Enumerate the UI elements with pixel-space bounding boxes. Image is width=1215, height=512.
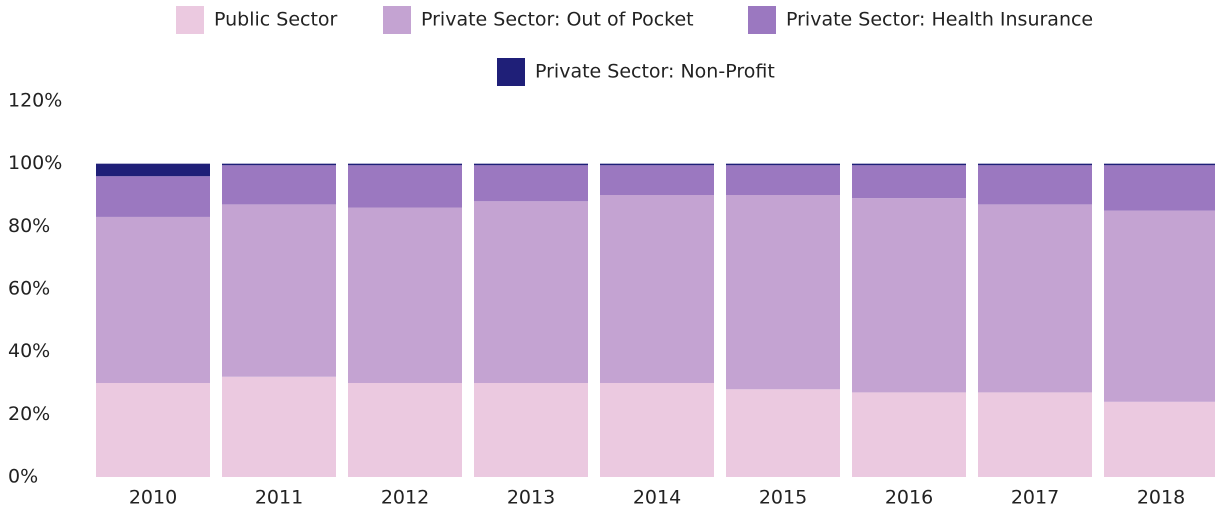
y-tick-label: 60% [8, 278, 50, 300]
bar-segment [600, 163, 714, 166]
bar-segment [222, 376, 336, 477]
bar-segment [222, 165, 336, 205]
bar-segment [222, 163, 336, 166]
x-tick-label: 2018 [1137, 487, 1185, 509]
bar-segment [96, 383, 210, 477]
x-tick-label: 2017 [1011, 487, 1059, 509]
bar-segment [1104, 210, 1215, 402]
bar-segment [726, 165, 840, 195]
bar-segment [852, 165, 966, 199]
bar-segment [1104, 401, 1215, 477]
legend-swatch [748, 6, 776, 34]
bar-segment [726, 389, 840, 477]
bar-segment [348, 383, 462, 477]
bar-segment [348, 165, 462, 208]
bar-segment [222, 204, 336, 377]
x-tick-label: 2016 [885, 487, 933, 509]
bar-segment [96, 163, 210, 177]
x-tick-label: 2015 [759, 487, 807, 509]
legend-label: Private Sector: Out of Pocket [421, 9, 694, 31]
x-tick-label: 2014 [633, 487, 681, 509]
y-tick-label: 40% [8, 340, 50, 362]
bar-segment [96, 216, 210, 383]
y-tick-label: 80% [8, 215, 50, 237]
y-tick-label: 0% [8, 466, 38, 488]
y-tick-label: 100% [8, 152, 62, 174]
bar-segment [852, 198, 966, 393]
x-tick-label: 2010 [129, 487, 177, 509]
bar-segment [1104, 163, 1215, 166]
bar-segment [978, 165, 1092, 205]
bar-segment [474, 201, 588, 383]
bar-segment [600, 165, 714, 195]
bar-segment [474, 163, 588, 166]
bar-segment [978, 163, 1092, 166]
bar-segment [474, 383, 588, 477]
y-tick-label: 120% [8, 90, 62, 112]
bar-segment [978, 392, 1092, 477]
legend-swatch [176, 6, 204, 34]
legend-label: Private Sector: Health Insurance [786, 9, 1093, 31]
legend-swatch [383, 6, 411, 34]
bar-segment [96, 176, 210, 217]
bar-segment [600, 195, 714, 383]
bar-segment [1104, 165, 1215, 211]
bar-segment [348, 207, 462, 383]
bar-segment [600, 383, 714, 477]
x-tick-label: 2012 [381, 487, 429, 509]
bar-segment [348, 163, 462, 166]
legend-label: Private Sector: Non-Profit [535, 61, 775, 83]
legend-label: Public Sector [214, 9, 338, 31]
bar-segment [978, 204, 1092, 393]
y-tick-label: 20% [8, 403, 50, 425]
bar-segment [726, 163, 840, 166]
legend-swatch [497, 58, 525, 86]
x-tick-label: 2011 [255, 487, 303, 509]
bar-segment [474, 165, 588, 202]
bar-segment [852, 392, 966, 477]
bar-segment [726, 195, 840, 390]
x-tick-label: 2013 [507, 487, 555, 509]
bar-segment [852, 163, 966, 166]
